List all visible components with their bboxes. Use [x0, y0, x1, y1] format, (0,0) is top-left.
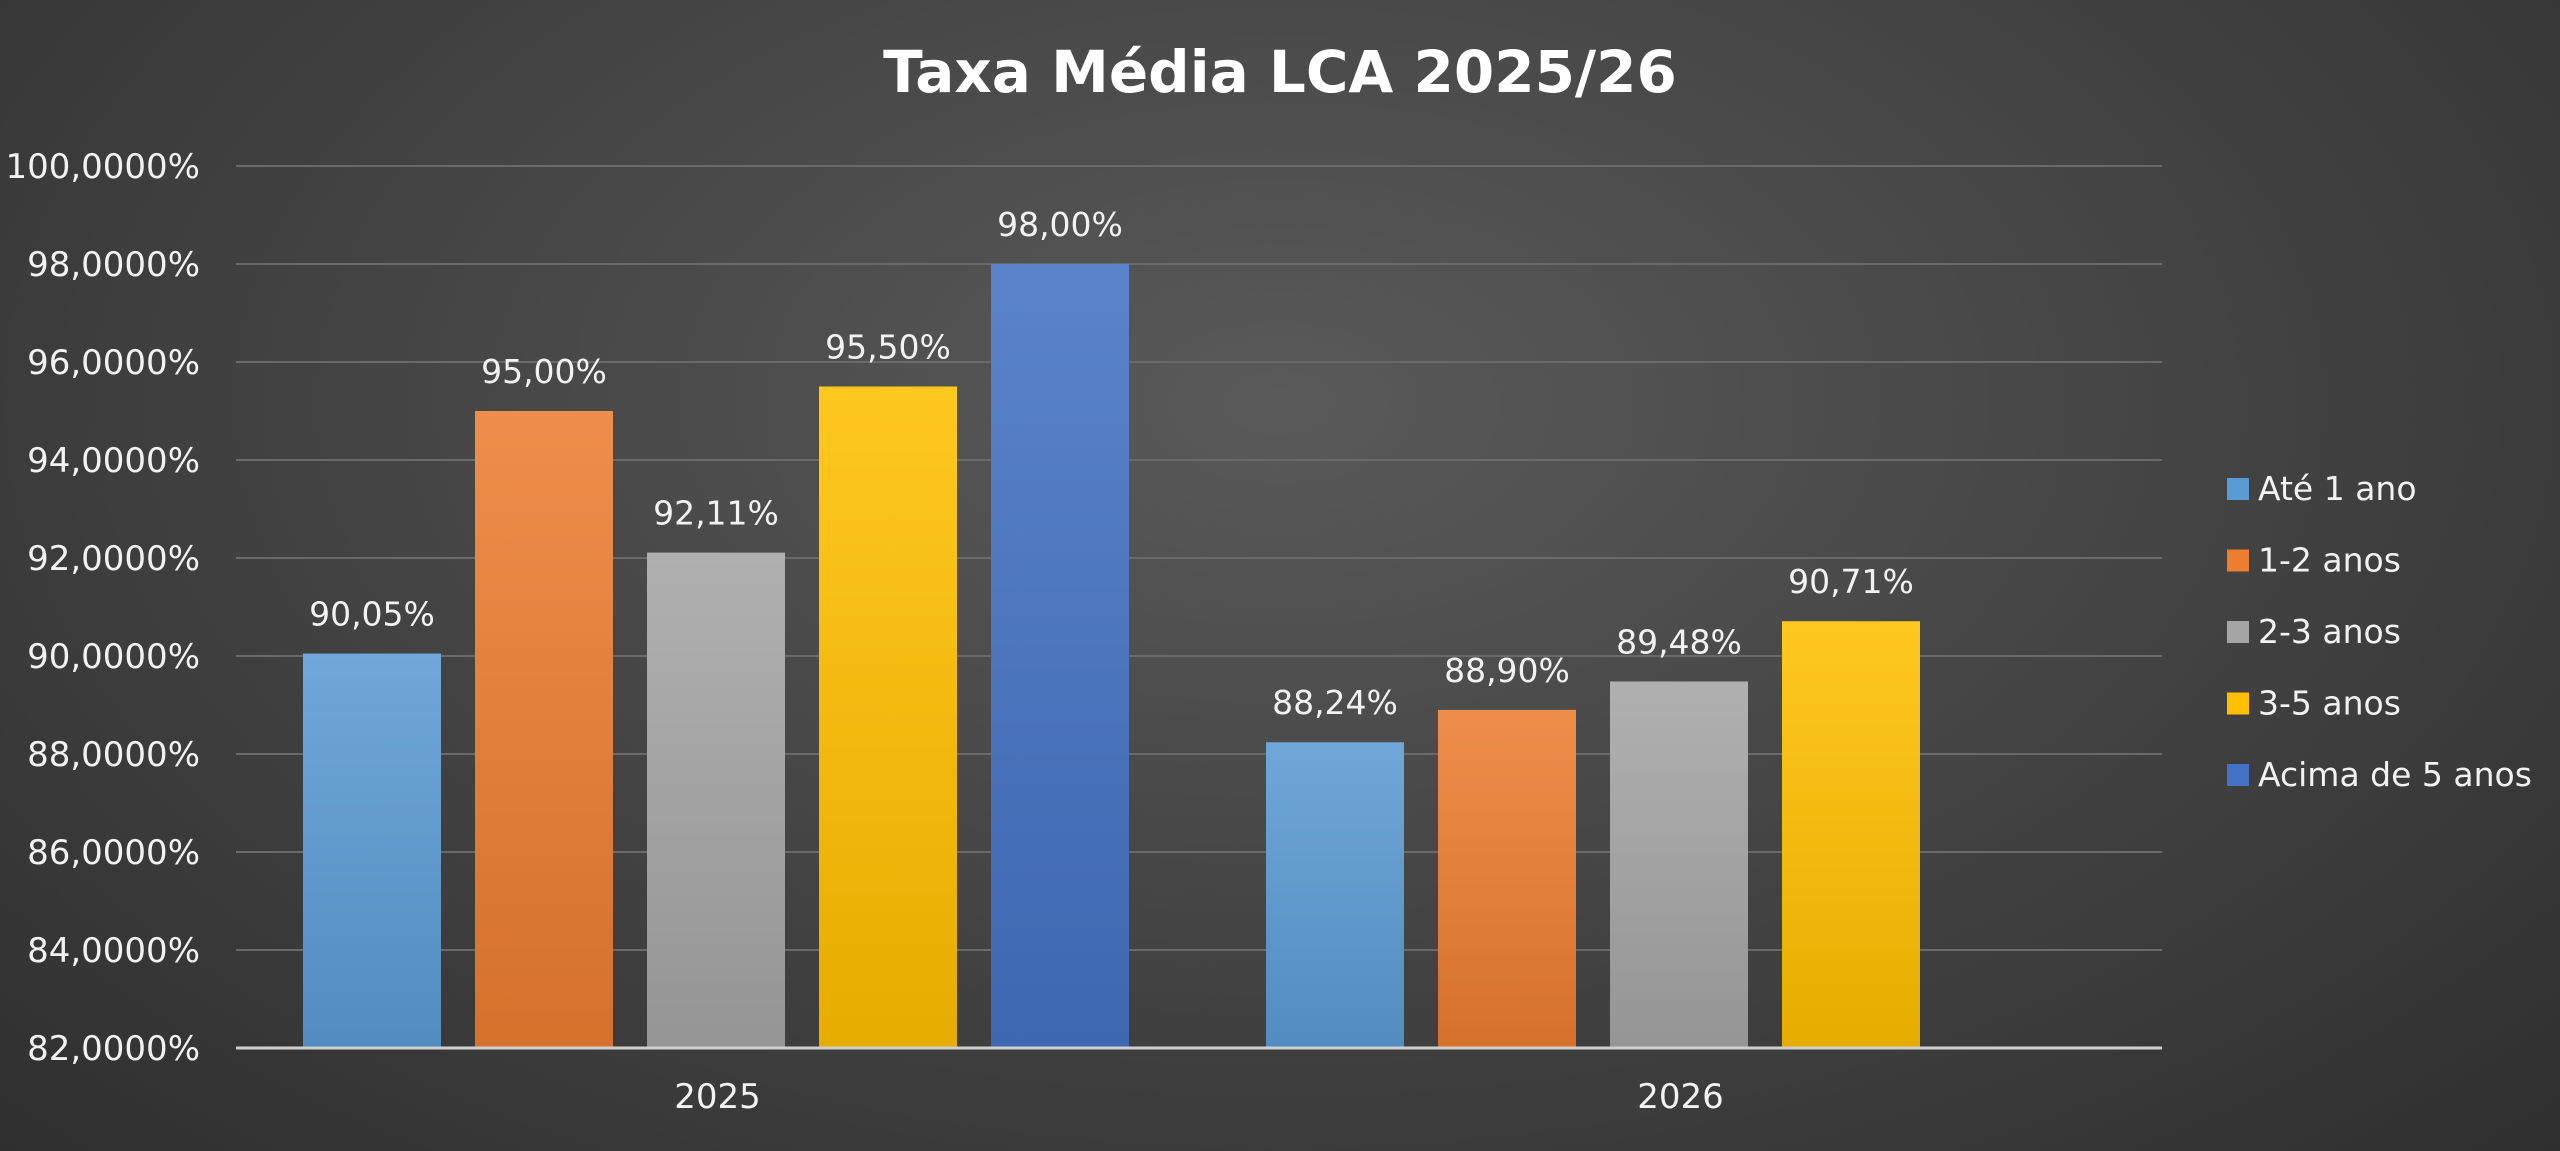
y-tick-label: 88,0000%	[27, 735, 200, 775]
legend-label: 3-5 anos	[2258, 684, 2401, 723]
bar-1-2-anos-2026	[1438, 709, 1576, 1048]
legend-label: 2-3 anos	[2258, 612, 2401, 651]
legend-label: Acima de 5 anos	[2258, 755, 2532, 794]
legend-swatch	[2227, 621, 2249, 643]
y-tick-label: 94,0000%	[27, 441, 200, 481]
legend-swatch	[2227, 549, 2249, 572]
data-label: 95,00%	[481, 352, 607, 391]
data-label: 89,48%	[1616, 622, 1742, 661]
x-axis: 2025 2026	[236, 1046, 2162, 1117]
legend-swatch	[2227, 764, 2249, 786]
bar-1-2-anos-2025	[475, 411, 613, 1048]
y-axis-ticks: 82,0000% 84,0000% 86,0000% 88,0000% 90,0000%…	[5, 147, 200, 1069]
data-label: 95,50%	[825, 328, 951, 367]
x-category-label: 2026	[1637, 1077, 1724, 1117]
data-label: 92,11%	[653, 494, 779, 533]
y-tick-label: 86,0000%	[27, 833, 200, 873]
chart-title: Taxa Média LCA 2025/26	[883, 38, 1677, 106]
y-tick-label: 84,0000%	[27, 931, 200, 971]
bar-3-5-anos-2026	[1782, 621, 1920, 1048]
y-tick-label: 90,0000%	[27, 637, 200, 677]
data-label: 88,90%	[1444, 651, 1570, 690]
data-labels: 90,05% 95,00% 92,11% 95,50% 98,00% 88,24% 88,9…	[309, 205, 1914, 722]
bar-at-1-ano-2026	[1266, 742, 1404, 1048]
bars	[303, 264, 1920, 1048]
legend-label: Até 1 ano	[2258, 469, 2417, 508]
bar-at-1-ano-2025	[303, 653, 441, 1048]
bar-2-3-anos-2025	[647, 552, 785, 1048]
data-label: 90,71%	[1788, 562, 1914, 601]
y-tick-label: 98,0000%	[27, 245, 200, 285]
data-label: 90,05%	[309, 595, 435, 634]
x-category-label: 2025	[674, 1077, 761, 1117]
y-tick-label: 96,0000%	[27, 343, 200, 383]
legend-swatch	[2227, 692, 2249, 715]
bar-acima-de-5-anos-2025	[991, 264, 1129, 1048]
y-tick-label: 100,0000%	[5, 147, 200, 187]
bar-3-5-anos-2025	[819, 386, 957, 1048]
bar-2-3-anos-2026	[1610, 681, 1748, 1048]
legend: Até 1 ano 1-2 anos 2-3 anos 3-5 anos Acima d…	[2227, 469, 2532, 794]
y-tick-label: 92,0000%	[27, 539, 200, 579]
y-tick-label: 82,0000%	[27, 1029, 200, 1069]
data-label: 98,00%	[997, 205, 1123, 244]
legend-swatch	[2227, 478, 2249, 500]
data-label: 88,24%	[1272, 683, 1398, 722]
legend-label: 1-2 anos	[2258, 541, 2401, 580]
